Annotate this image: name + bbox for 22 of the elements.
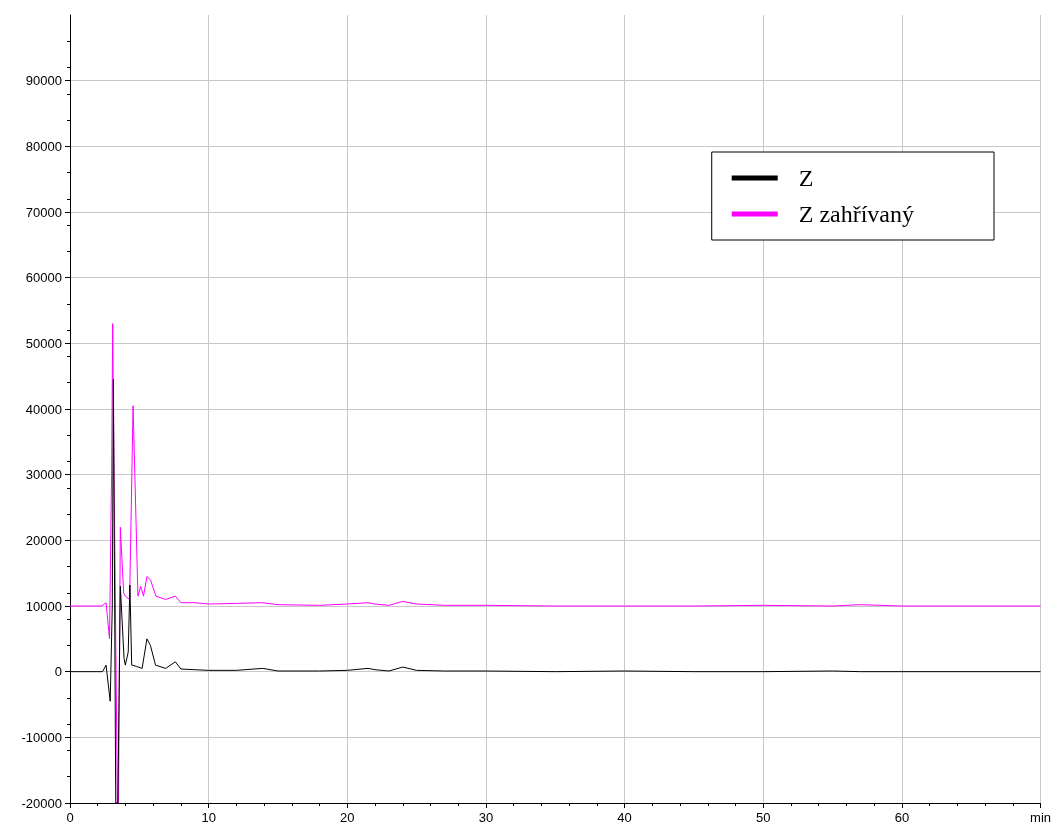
y-tick-label: 10000 <box>25 598 62 614</box>
y-tick-label: 30000 <box>25 467 62 483</box>
x-tick-label: 30 <box>478 810 494 825</box>
legend-label: Z zahřívaný <box>798 201 914 227</box>
y-tick-label: -20000 <box>21 795 62 811</box>
y-tick-label: -10000 <box>21 729 62 745</box>
x-tick-label: 20 <box>340 810 355 825</box>
y-tick-label: 90000 <box>25 73 62 89</box>
y-tick-label: 60000 <box>25 270 62 286</box>
y-tick-label: 0 <box>54 664 62 680</box>
y-tick-label: 80000 <box>25 138 62 154</box>
x-tick-label: 40 <box>617 810 632 825</box>
x-tick-label: 10 <box>201 810 216 825</box>
x-tick-label: 50 <box>756 810 771 825</box>
x-tick-label: 60 <box>894 810 910 825</box>
y-tick-label: 40000 <box>25 401 62 417</box>
x-tick-label: 0 <box>66 810 74 825</box>
y-tick-label: 70000 <box>25 204 62 220</box>
legend-label: Z <box>798 165 814 191</box>
x-tick-label: min <box>1030 810 1051 825</box>
y-tick-label: 50000 <box>25 335 62 351</box>
y-tick-label: 20000 <box>25 532 62 548</box>
